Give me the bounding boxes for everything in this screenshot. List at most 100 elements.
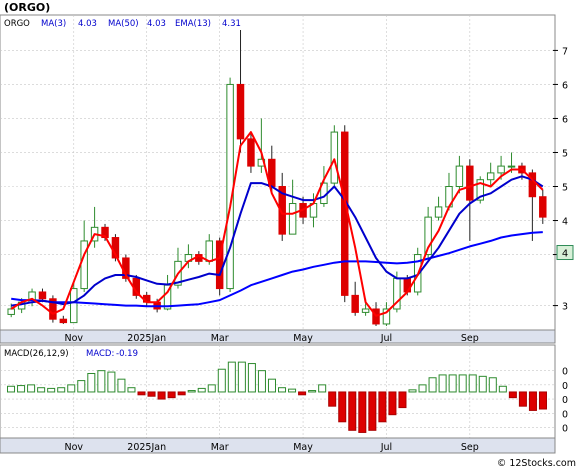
legend-ema13-label: EMA(13) <box>175 19 211 29</box>
macd-bar-positive <box>288 388 297 393</box>
macd-bar-positive <box>267 378 276 393</box>
macd-bar-negative <box>378 391 387 423</box>
macd-bar-positive <box>187 390 196 393</box>
macd-bar-positive <box>47 387 56 393</box>
candle-up <box>330 131 339 184</box>
macd-xaxis-band <box>0 437 556 454</box>
macd-tick-label: 0 <box>562 409 568 420</box>
macd-bar-positive <box>498 385 507 393</box>
macd-tick-label: 0 <box>562 423 568 434</box>
legend-ticker: ORGO <box>4 19 30 29</box>
price-x-label: May <box>293 333 313 344</box>
macd-bar-positive <box>117 378 126 393</box>
price-legend: ORGO MA(3) 4.03 MA(50) 4.03 EMA(13) 4.31 <box>4 19 241 29</box>
macd-bar-negative <box>538 391 547 410</box>
candle-down <box>278 186 286 235</box>
macd-bar-positive <box>488 377 497 393</box>
macd-y-axis: 0 0 0 0 0 <box>562 367 568 435</box>
macd-bar-positive <box>7 385 16 393</box>
candle-up <box>476 179 484 201</box>
macd-legend-label: MACD: <box>86 349 114 359</box>
candle-down <box>528 172 537 198</box>
price-x-label: Nov <box>64 333 83 344</box>
candle-up <box>288 203 297 235</box>
macd-bar-positive <box>458 374 467 393</box>
price-x-axis-labels: Nov 2025Jan Mar May Jul Sep <box>64 333 478 344</box>
candle-down <box>236 83 245 140</box>
macd-bar-positive <box>57 387 66 393</box>
candle-up <box>7 308 15 315</box>
macd-bar-negative <box>358 391 367 433</box>
macd-bar-positive <box>77 380 86 393</box>
macd-bar-positive <box>408 389 417 393</box>
candle-up <box>486 172 495 181</box>
macd-legend-title: MACD(26,12,9) <box>4 349 69 359</box>
footer-credit: © 12Stocks.com <box>497 458 576 469</box>
macd-bar-positive <box>438 374 447 393</box>
macd-x-label: Sep <box>461 442 479 453</box>
macd-bar-negative <box>508 391 517 399</box>
macd-bar-positive <box>257 370 266 393</box>
macd-bar-negative <box>518 391 527 407</box>
macd-bar-positive <box>127 387 136 393</box>
macd-bar-positive <box>227 361 236 393</box>
ma50-line <box>11 231 543 308</box>
macd-bar-negative <box>368 391 377 431</box>
macd-tick-label: 0 <box>562 367 568 378</box>
ma3-line <box>10 131 544 317</box>
price-gridlines <box>0 15 555 330</box>
macd-bar-negative <box>338 391 347 423</box>
candle-up <box>434 206 443 218</box>
macd-x-label: Mar <box>211 442 229 453</box>
macd-tick-label: 0 <box>562 395 568 406</box>
candle-up <box>382 308 391 325</box>
price-xaxis-band <box>0 329 556 344</box>
price-tick-label: 3 <box>562 302 568 313</box>
macd-x-label: May <box>293 442 313 453</box>
price-tick-label: 6 <box>562 114 568 125</box>
macd-bar-positive <box>97 370 106 393</box>
ticker-label: (ORGO) <box>4 1 50 14</box>
legend-ma50-value: 4.03 <box>147 19 166 29</box>
macd-histogram <box>7 361 547 433</box>
macd-x-axis-labels: Nov 2025Jan Mar May Jul Sep <box>64 442 478 453</box>
candle-down <box>49 298 57 320</box>
macd-bar-positive <box>237 361 246 393</box>
macd-bar-negative <box>388 391 397 416</box>
macd-bar-negative <box>177 391 186 396</box>
macd-bar-positive <box>418 384 427 393</box>
price-tick-label: 6 <box>562 80 568 91</box>
current-value-box <box>556 245 574 261</box>
macd-x-label: Jul <box>380 442 392 453</box>
macd-x-label: Nov <box>64 442 83 453</box>
price-y-axis: 7 6 6 5 5 4 4 3 <box>553 46 568 313</box>
macd-bar-positive <box>428 377 437 393</box>
current-value-marker: 4 <box>556 245 574 261</box>
candle-down <box>351 294 359 313</box>
macd-bar-negative <box>137 391 146 396</box>
macd-legend: MACD(26,12,9) MACD: -0.19 <box>4 349 138 359</box>
macd-bar-negative <box>348 391 357 431</box>
moving-average-lines <box>10 131 544 317</box>
price-tick-label: 7 <box>562 46 568 57</box>
macd-bar-negative <box>298 391 307 396</box>
candle-up <box>226 83 234 290</box>
candle-down <box>539 196 547 218</box>
macd-legend-value: -0.19 <box>116 349 138 359</box>
macd-bar-positive <box>207 384 216 393</box>
candle-up <box>70 288 78 324</box>
macd-bar-negative <box>157 391 166 400</box>
macd-bar-positive <box>107 371 116 393</box>
macd-bar-positive <box>87 372 96 393</box>
macd-tick-label: 0 <box>562 381 568 392</box>
ema13-line <box>11 175 544 307</box>
macd-bar-positive <box>318 384 327 393</box>
candle-up <box>497 165 505 174</box>
candle-up <box>455 165 464 188</box>
price-x-label: Mar <box>211 333 229 344</box>
candle-up <box>361 308 370 313</box>
legend-ma3-value: 4.03 <box>78 19 97 29</box>
macd-x-label: 2025Jan <box>127 442 166 453</box>
macd-bar-positive <box>17 385 26 393</box>
macd-bar-positive <box>448 374 457 393</box>
